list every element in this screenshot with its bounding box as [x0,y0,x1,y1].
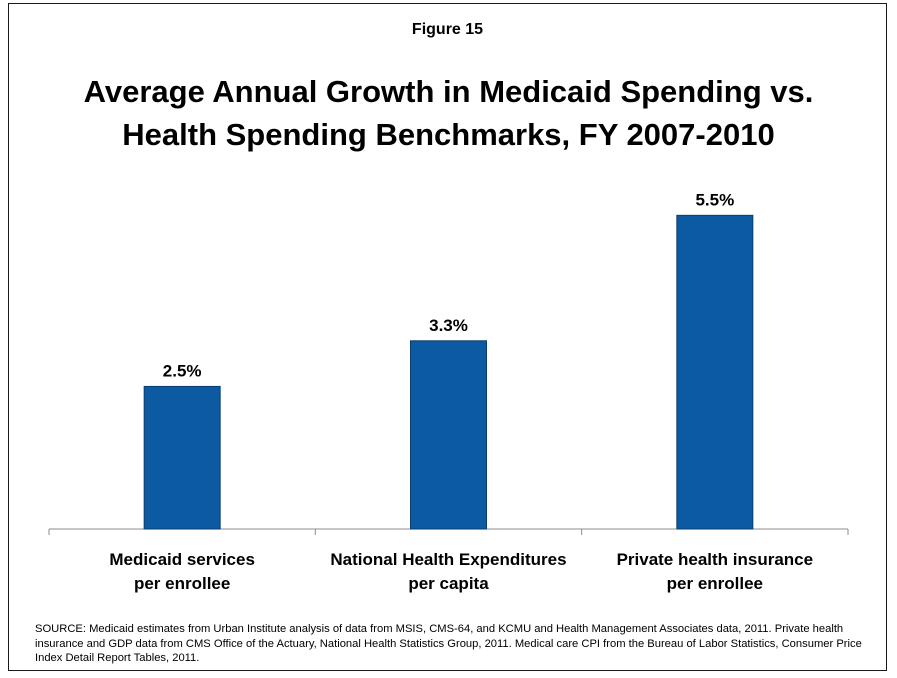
bar-value-label: 3.3% [429,316,468,335]
category-label: Private health insurance per enrollee [575,548,855,596]
chart-title-line-2: Health Spending Benchmarks, FY 2007-2010 [122,117,775,152]
bar [676,214,754,530]
figure-frame: Figure 15 Average Annual Growth in Medic… [8,3,887,671]
figure-number: Figure 15 [411,21,484,38]
bar-value-label: 2.5% [163,361,202,380]
category-label-line: per capita [408,574,489,593]
category-label-line: per enrollee [666,574,764,593]
chart-title-line-1: Average Annual Growth in Medicaid Spendi… [83,74,814,109]
bar [143,385,221,530]
category-label-line: National Health Expenditures [330,550,567,569]
source-note: SOURCE: Medicaid estimates from Urban In… [35,623,862,664]
category-label: Medicaid services per enrollee [42,548,322,596]
bar-chart: 2.5% 3.3% 5.5% [48,190,849,535]
category-label: National Health Expenditures per capita [309,548,589,596]
category-label-line: per enrollee [133,574,231,593]
category-label-line: Medicaid services [109,550,255,569]
bar [410,340,487,530]
category-label-line: Private health insurance [616,550,814,569]
chart-title: Average Annual Growth in Medicaid Spendi… [29,70,868,156]
bar-value-label: 5.5% [695,190,734,209]
